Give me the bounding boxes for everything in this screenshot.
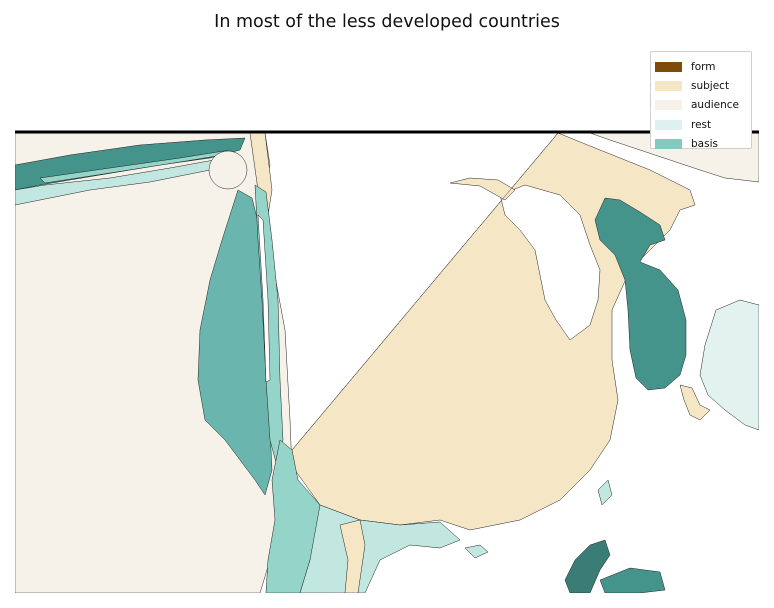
region-north-tongue <box>449 177 516 201</box>
region-peninsula-tip <box>679 384 711 421</box>
legend-label: subject <box>691 80 730 93</box>
region-east-island <box>699 299 759 431</box>
boundary-line <box>291 132 559 451</box>
region-gulf <box>499 184 601 341</box>
region-south-subject <box>339 519 366 593</box>
legend-item-audience: audience <box>655 96 751 115</box>
region-small-island <box>597 479 613 506</box>
region-island-southeast <box>599 567 666 593</box>
legend-label: audience <box>691 99 740 112</box>
legend-item-subject: subject <box>655 76 751 95</box>
region-lake <box>208 150 248 190</box>
legend-item-form: form <box>655 57 751 76</box>
legend-item-rest: rest <box>655 115 751 134</box>
legend-swatch <box>655 81 682 92</box>
legend-item-basis: basis <box>655 135 751 154</box>
legend-label: rest <box>691 118 712 131</box>
legend: form subject audience rest basis <box>650 51 752 150</box>
map-title: In most of the less developed countries <box>214 12 560 32</box>
legend-swatch <box>655 100 682 111</box>
region-small-island-2 <box>464 544 489 559</box>
legend-swatch <box>655 61 682 72</box>
region-southeast <box>299 504 461 593</box>
region-island-south <box>564 539 611 593</box>
legend-swatch <box>655 119 682 130</box>
region-peninsula <box>594 197 687 391</box>
legend-label: basis <box>691 138 718 151</box>
region-strip-2 <box>257 214 271 383</box>
legend-swatch <box>655 139 682 150</box>
legend-label: form <box>691 60 716 73</box>
